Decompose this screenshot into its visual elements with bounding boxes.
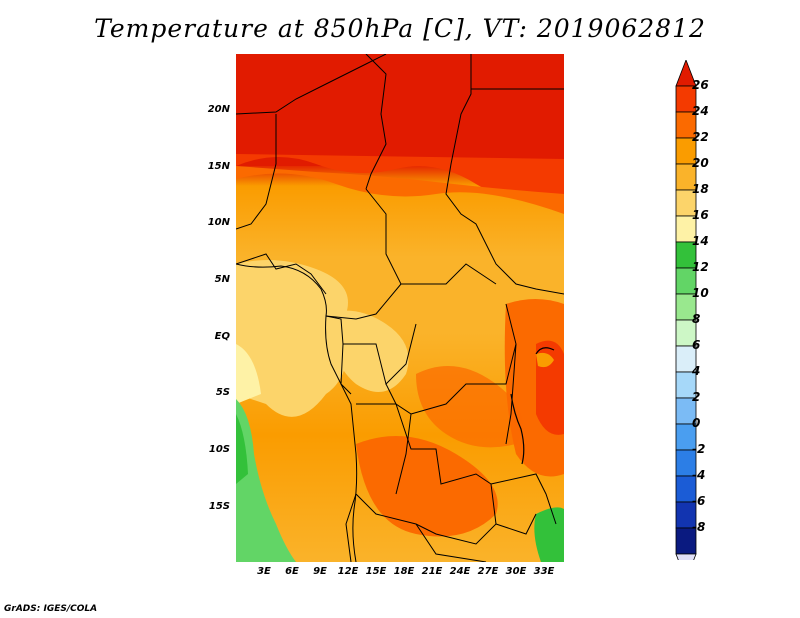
lat-label: 5N [214,274,230,285]
lat-label: 15N [207,161,230,172]
lon-label: 27E [477,566,499,577]
hot-band-north [236,54,564,166]
lat-label: 10S [208,444,230,455]
coast-cool [236,344,261,404]
colorbar-label: 12 [692,260,709,274]
cool-central-zone [326,310,409,392]
colorbar-label: 6 [692,338,701,352]
colorbar-label: 18 [692,182,709,196]
lon-label: 18E [393,566,415,577]
credit-text: GrADS: IGES/COLA [4,604,98,614]
hot-south-zone [356,436,498,537]
rift-lakes [510,347,555,465]
colorbar-label: -2 [692,442,706,456]
colorbar-label: 16 [692,208,709,222]
colorbar-label: -4 [692,468,706,482]
colorbar-label: -6 [692,494,706,508]
cool-se-patch [534,507,564,562]
lon-label: 30E [505,566,527,577]
lon-label: 24E [449,566,471,577]
lat-label: 15S [208,501,230,512]
lon-label: 33E [533,566,555,577]
cool-sw-coast-light [236,414,248,484]
lat-label: 5S [215,387,230,398]
coastline [236,263,358,562]
cool-west-zone [236,260,349,417]
lon-label: 12E [337,566,359,577]
colorbar-label: 8 [692,312,701,326]
lake-victoria [536,352,554,368]
colorbar-label: 2 [692,390,701,404]
lon-label: 15E [365,566,387,577]
country-borders [236,54,564,562]
colorbar-label: 20 [692,156,709,170]
colorbar-label: 24 [692,104,709,118]
colorbar-label: 10 [692,286,709,300]
warm-south-zone [416,366,523,448]
lon-label: 6E [285,566,299,577]
colorbar-label: 4 [692,364,701,378]
colorbar-label: 26 [692,78,709,92]
colorbar-label: 14 [692,234,709,248]
temperature-map [236,54,564,562]
band-22-north [236,166,564,214]
lat-label: 20N [207,104,230,115]
lat-label: 10N [207,217,230,228]
map-title: Temperature at 850hPa [C], VT: 201906281… [94,14,706,43]
colorbar-under-triangle [675,553,697,560]
colorbar [675,60,697,560]
lon-label: 3E [257,566,271,577]
colorbar-label: -8 [692,520,706,534]
cool-sw-coast [236,399,296,562]
colorbar-label: 22 [692,130,709,144]
lon-label: 9E [313,566,327,577]
colorbar-label: 0 [692,416,701,430]
band-24-north [236,154,564,200]
lon-label: 21E [421,566,443,577]
lat-label: EQ [214,331,230,342]
